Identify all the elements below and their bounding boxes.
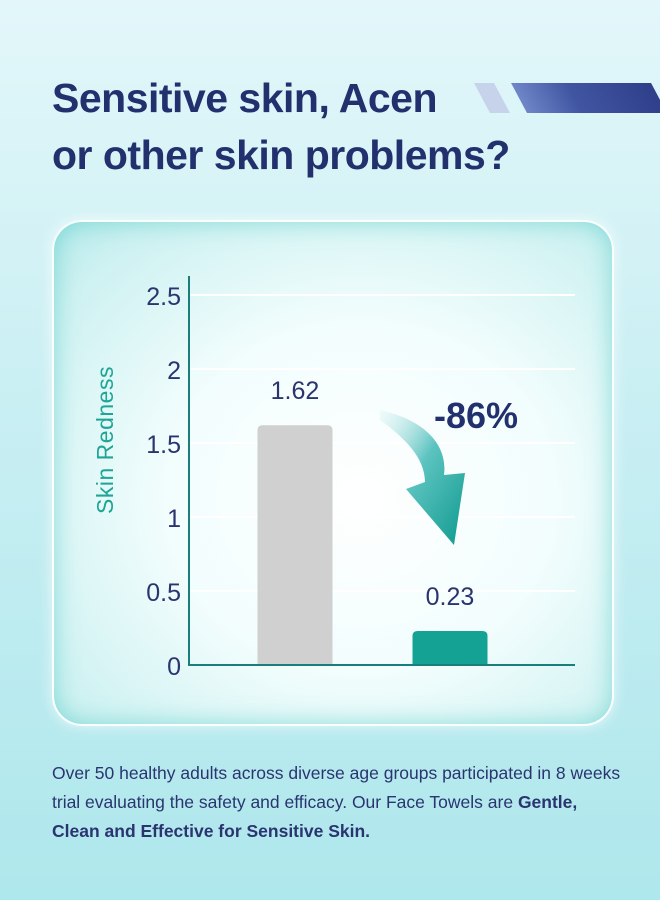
y-tick-label: 0 [167, 653, 181, 681]
y-tick-label: 1 [167, 505, 181, 533]
y-tick-label: 0.5 [146, 579, 181, 607]
headline-line-1: Sensitive skin, Acen [52, 75, 438, 121]
chart-card [52, 220, 614, 726]
decrease-arrow-icon [380, 410, 465, 545]
headline: Sensitive skin, Acen or other skin probl… [52, 70, 522, 184]
data-label: 0.23 [426, 583, 475, 611]
y-axis-title: Skin Redness [92, 366, 118, 514]
y-tick-label: 2 [167, 357, 181, 385]
y-tick-label: 2.5 [146, 283, 181, 311]
data-label: 1.62 [271, 377, 320, 405]
bar [412, 630, 488, 665]
caption-bold-text: Gentle, Clean and Effective for Sensitiv… [52, 792, 578, 841]
bar [257, 425, 333, 665]
study-caption: Over 50 healthy adults across diverse ag… [52, 759, 622, 846]
headline-line-2: or other skin problems? [52, 132, 510, 178]
y-tick-label: 1.5 [146, 431, 181, 459]
change-annotation: -86% [434, 395, 518, 436]
caption-text: Over 50 healthy adults across diverse ag… [52, 763, 621, 812]
